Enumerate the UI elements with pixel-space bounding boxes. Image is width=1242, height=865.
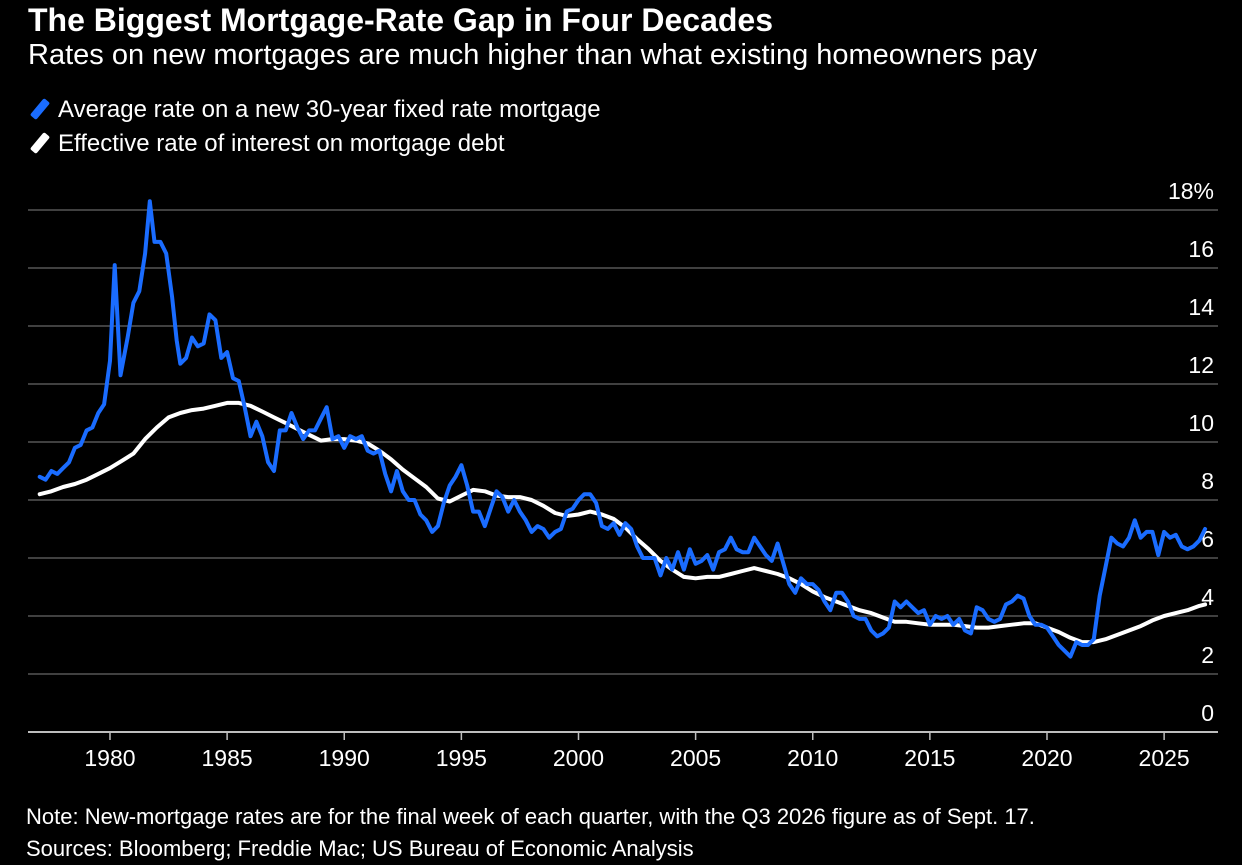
x-tick-label: 2025	[1139, 745, 1190, 771]
x-tick-label: 2020	[1021, 745, 1072, 771]
x-tick-label: 2005	[670, 745, 721, 771]
x-tick-label: 2015	[904, 745, 955, 771]
y-tick-label: 12	[1188, 352, 1214, 378]
chart-subtitle: Rates on new mortgages are much higher t…	[28, 39, 1038, 71]
x-tick-label: 2010	[787, 745, 838, 771]
y-tick-label: 2	[1201, 642, 1214, 668]
legend-item-new-mortgage-rate: Average rate on a new 30-year fixed rate…	[29, 96, 601, 124]
y-tick-label: 8	[1201, 468, 1214, 494]
footnote: Note: New-mortgage rates are for the fin…	[26, 804, 1035, 829]
source-line: Sources: Bloomberg; Freddie Mac; US Bure…	[26, 836, 694, 861]
y-tick-label: 0	[1201, 700, 1214, 726]
series-line-new-mortgage-rate	[37, 199, 1208, 659]
x-tick-label: 1995	[436, 745, 487, 771]
chart-title: The Biggest Mortgage-Rate Gap in Four De…	[28, 2, 773, 38]
y-tick-label: 14	[1188, 294, 1214, 320]
legend-label: Effective rate of interest on mortgage d…	[58, 130, 505, 157]
legend-label: Average rate on a new 30-year fixed rate…	[58, 96, 601, 123]
y-tick-label: 18%	[1168, 178, 1214, 204]
x-tick-label: 1985	[202, 745, 253, 771]
legend-item-effective-rate: Effective rate of interest on mortgage d…	[29, 130, 505, 158]
y-tick-label: 10	[1188, 410, 1214, 436]
x-tick-label: 2000	[553, 745, 604, 771]
x-tick-label: 1980	[84, 745, 135, 771]
y-tick-label: 16	[1188, 236, 1214, 262]
series-line-effective-rate	[37, 400, 1208, 645]
x-tick-label: 1990	[319, 745, 370, 771]
